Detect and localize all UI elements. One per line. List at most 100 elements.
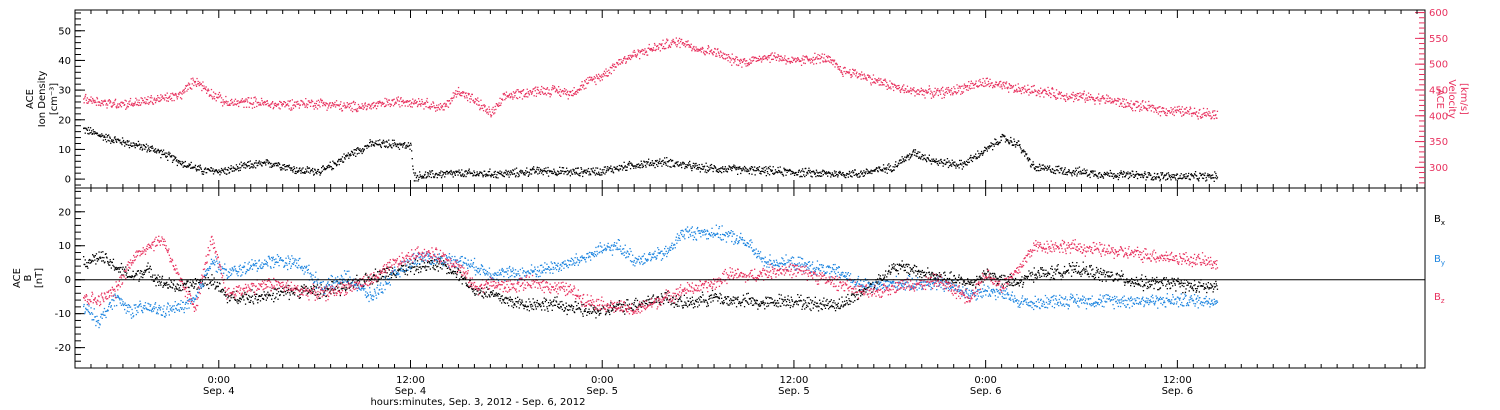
velocity-point (634, 54, 636, 56)
density-point (890, 169, 892, 171)
density-point (161, 153, 163, 156)
density-point (257, 162, 259, 164)
velocity-point (574, 93, 576, 95)
density-point (1149, 173, 1151, 175)
velocity-point (732, 58, 734, 60)
velocity-point (854, 70, 856, 72)
velocity-point (940, 89, 942, 91)
Bx-point (248, 301, 250, 303)
velocity-point (654, 44, 656, 46)
density-point (1018, 144, 1020, 147)
Bx-point (168, 283, 170, 286)
density-point (858, 176, 861, 178)
Bx-point (138, 280, 140, 282)
density-point (883, 168, 886, 170)
velocity-point (570, 90, 572, 93)
density-point (347, 155, 349, 157)
density-point (909, 157, 911, 159)
velocity-point (688, 44, 690, 46)
velocity-point (590, 79, 592, 81)
velocity-point (984, 82, 986, 84)
velocity-point (466, 97, 468, 99)
velocity-point (318, 101, 321, 103)
velocity-point (84, 95, 86, 97)
density-point (142, 148, 144, 150)
velocity-point (1150, 110, 1152, 112)
velocity-point (803, 59, 805, 61)
density-point (1013, 140, 1016, 143)
Bx-point (320, 284, 322, 286)
velocity-point (421, 101, 423, 103)
density-point (607, 166, 609, 168)
Bx-point (103, 262, 106, 264)
density-point (686, 166, 688, 169)
Bx-point (273, 288, 275, 290)
density-point (572, 168, 574, 170)
density-point (546, 172, 548, 174)
density-point (515, 167, 518, 169)
velocity-point (758, 55, 761, 57)
density-point (173, 158, 175, 161)
density-point (353, 154, 355, 156)
velocity-point (174, 94, 176, 96)
Bx-point (286, 289, 288, 292)
velocity-point (242, 101, 244, 103)
density-point (242, 164, 244, 167)
velocity-point (447, 106, 450, 108)
density-point (602, 171, 604, 173)
velocity-point (875, 80, 878, 82)
Bx-point (157, 274, 159, 276)
density-point (1190, 173, 1192, 175)
velocity-point (940, 87, 943, 90)
density-point (313, 173, 315, 175)
density-point (1029, 158, 1031, 161)
velocity-point (411, 101, 413, 104)
density-point (429, 170, 431, 172)
density-point (433, 176, 436, 178)
density-point (523, 172, 526, 174)
density-point (626, 166, 628, 168)
velocity-point (873, 81, 875, 83)
density-point (1026, 158, 1028, 160)
velocity-point (750, 62, 753, 64)
velocity-point (269, 106, 272, 108)
density-point (162, 153, 164, 156)
velocity-point (764, 55, 766, 57)
density-point (1063, 173, 1065, 175)
velocity-point (1157, 113, 1159, 115)
density-point (1214, 177, 1216, 179)
velocity-point (188, 84, 190, 86)
density-point (312, 167, 314, 170)
velocity-point (1193, 107, 1196, 109)
velocity-point (731, 53, 733, 55)
velocity-point (830, 59, 832, 61)
velocity-point (141, 102, 143, 104)
velocity-point (1123, 106, 1125, 108)
velocity-point (268, 105, 271, 107)
velocity-point (951, 87, 953, 90)
density-point (829, 172, 831, 174)
velocity-point (685, 44, 688, 46)
density-point (281, 169, 283, 171)
density-point (758, 166, 761, 168)
Bx-point (269, 294, 272, 297)
density-point (339, 158, 341, 161)
velocity-point (702, 47, 704, 50)
Bx-point (338, 289, 340, 292)
velocity-point (536, 88, 538, 91)
Bx-point (94, 255, 96, 257)
velocity-point (641, 48, 643, 51)
velocity-point (802, 55, 804, 57)
density-point (1162, 177, 1164, 180)
velocity-point (1063, 98, 1065, 100)
velocity-point (581, 81, 583, 83)
velocity-point (1134, 103, 1136, 105)
density-point (537, 173, 539, 175)
density-point (826, 172, 828, 174)
density-point (477, 173, 479, 175)
velocity-point (383, 102, 385, 104)
velocity-point (127, 103, 129, 105)
Bx-point (310, 286, 312, 288)
velocity-point (549, 93, 551, 95)
